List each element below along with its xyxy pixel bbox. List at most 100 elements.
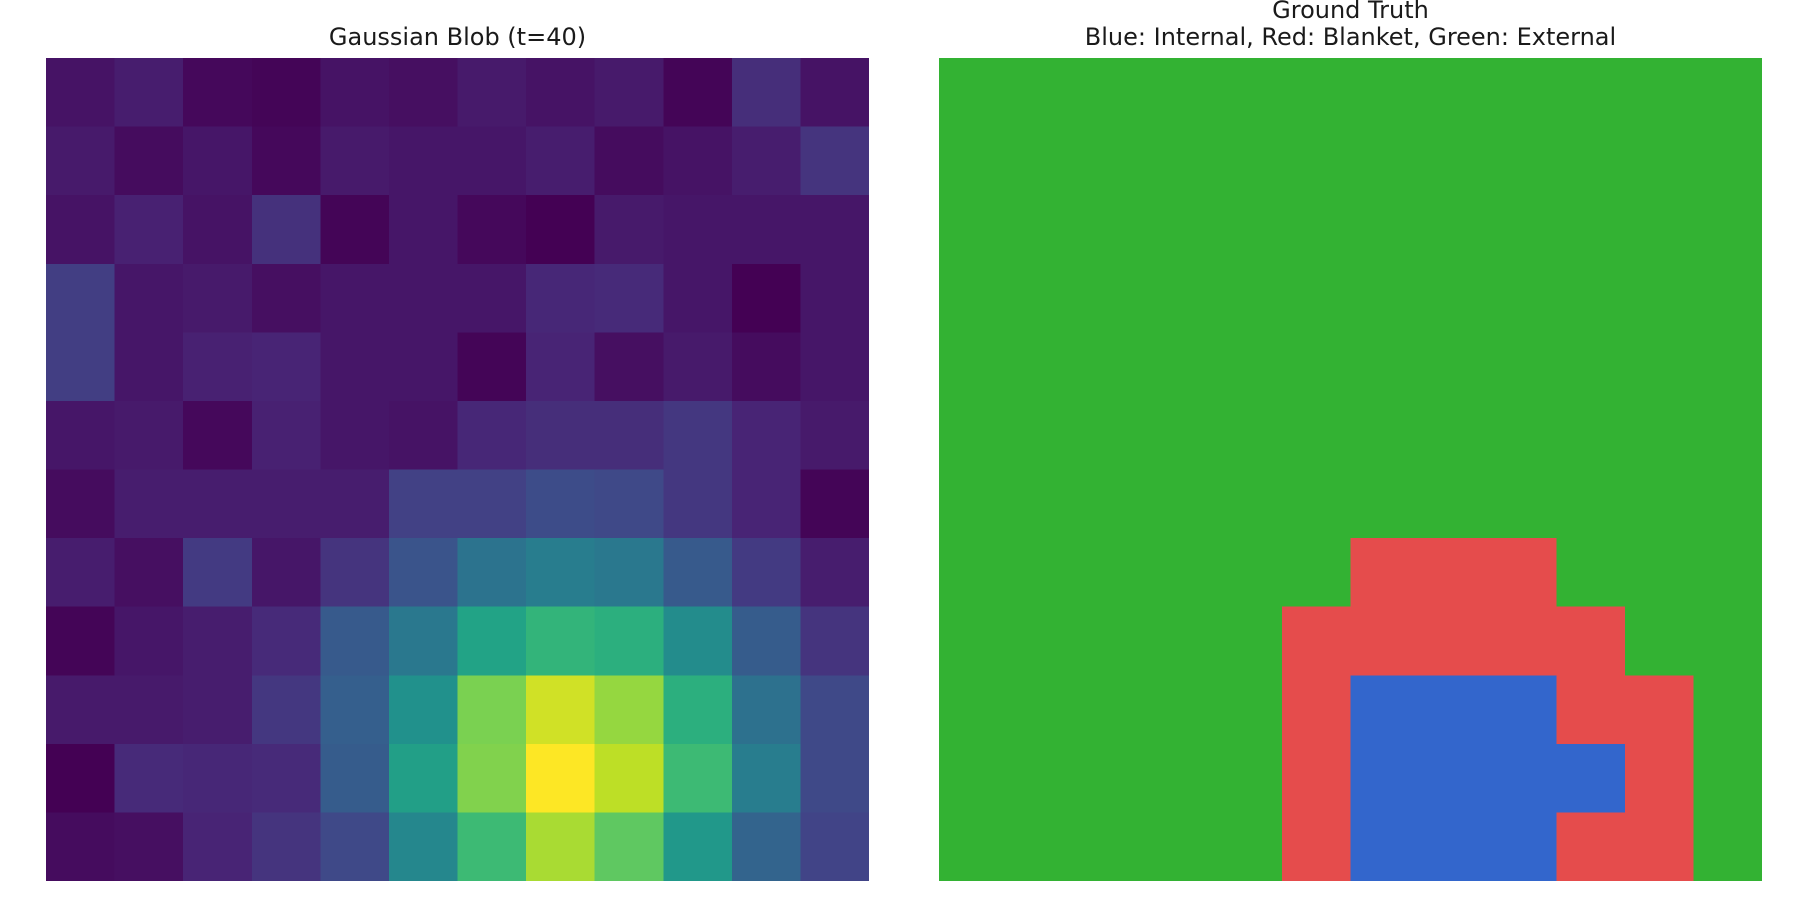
gaussian-blob-cell-r11-c10 <box>731 812 802 881</box>
ground-truth-cell-r8-c1 <box>1007 606 1077 676</box>
ground-truth-cell-r0-c8 <box>1487 58 1557 128</box>
gaussian-blob-cell-r1-c0 <box>46 126 116 196</box>
ground-truth-cell-r0-c9 <box>1556 58 1626 128</box>
gaussian-blob-cell-r2-c7 <box>526 195 596 265</box>
gaussian-blob-cell-r0-c0 <box>46 58 116 128</box>
ground-truth-cell-r11-c6 <box>1350 812 1420 881</box>
gaussian-blob-cell-r10-c6 <box>457 743 527 814</box>
ground-truth-cell-r3-c8 <box>1487 263 1557 333</box>
ground-truth-cell-r6-c0 <box>939 469 1009 539</box>
gaussian-blob-cell-r4-c6 <box>457 332 527 402</box>
gaussian-blob-cell-r11-c4 <box>320 812 390 881</box>
ground-truth-cell-r2-c2 <box>1076 195 1146 265</box>
gaussian-blob-cell-r4-c5 <box>388 332 459 402</box>
ground-truth-cell-r11-c9 <box>1556 812 1626 881</box>
gaussian-blob-cell-r0-c7 <box>526 58 596 128</box>
gaussian-blob-cell-r3-c8 <box>594 263 664 333</box>
gaussian-blob-cell-r5-c1 <box>114 400 184 471</box>
ground-truth-cell-r0-c4 <box>1213 58 1283 128</box>
gaussian-blob-cell-r9-c3 <box>251 675 321 745</box>
ground-truth-cell-r6-c9 <box>1556 469 1626 539</box>
ground-truth-cell-r4-c3 <box>1144 332 1214 402</box>
gaussian-blob-cell-r9-c5 <box>388 675 459 745</box>
ground-truth-cell-r2-c5 <box>1281 195 1352 265</box>
ground-truth-cell-r11-c4 <box>1213 812 1283 881</box>
gaussian-blob-cell-r6-c1 <box>114 469 184 539</box>
ground-truth-cell-r9-c9 <box>1556 675 1626 745</box>
ground-truth-cell-r4-c2 <box>1076 332 1146 402</box>
gaussian-blob-cell-r2-c0 <box>46 195 116 265</box>
ground-truth-cell-r6-c3 <box>1144 469 1214 539</box>
ground-truth-cell-r1-c2 <box>1076 126 1146 196</box>
gaussian-blob-cell-r1-c5 <box>388 126 459 196</box>
ground-truth-cell-r3-c3 <box>1144 263 1214 333</box>
ground-truth-cell-r1-c3 <box>1144 126 1214 196</box>
gaussian-blob-cell-r9-c2 <box>183 675 253 745</box>
ground-truth-cell-r4-c0 <box>939 332 1009 402</box>
gaussian-blob-cell-r10-c9 <box>663 743 733 814</box>
ground-truth-cell-r1-c8 <box>1487 126 1557 196</box>
gaussian-blob-cell-r2-c5 <box>388 195 459 265</box>
gaussian-blob-cell-r4-c9 <box>663 332 733 402</box>
ground-truth-cell-r8-c11 <box>1693 606 1762 676</box>
gaussian-blob-cell-r9-c6 <box>457 675 527 745</box>
ground-truth-cell-r11-c8 <box>1487 812 1557 881</box>
ground-truth-cell-r1-c7 <box>1419 126 1489 196</box>
gaussian-blob-cell-r8-c11 <box>800 606 869 676</box>
gaussian-blob-cell-r8-c8 <box>594 606 664 676</box>
gaussian-blob-cell-r3-c4 <box>320 263 390 333</box>
gaussian-blob-cell-r5-c9 <box>663 400 733 471</box>
ground-truth-cell-r4-c9 <box>1556 332 1626 402</box>
gaussian-blob-cell-r4-c3 <box>251 332 321 402</box>
ground-truth-cell-r9-c10 <box>1624 675 1695 745</box>
ground-truth-cell-r3-c9 <box>1556 263 1626 333</box>
ground-truth-cell-r10-c10 <box>1624 743 1695 814</box>
ground-truth-cell-r0-c3 <box>1144 58 1214 128</box>
gaussian-blob-cell-r6-c6 <box>457 469 527 539</box>
ground-truth-cell-r10-c4 <box>1213 743 1283 814</box>
ground-truth-cell-r10-c11 <box>1693 743 1762 814</box>
ground-truth-cell-r0-c11 <box>1693 58 1762 128</box>
ground-truth-cell-r2-c11 <box>1693 195 1762 265</box>
gaussian-blob-cell-r10-c0 <box>46 743 116 814</box>
ground-truth-cell-r11-c1 <box>1007 812 1077 881</box>
ground-truth-cell-r9-c0 <box>939 675 1009 745</box>
gaussian-blob-cell-r8-c0 <box>46 606 116 676</box>
ground-truth-cell-r4-c8 <box>1487 332 1557 402</box>
ground-truth-cell-r8-c4 <box>1213 606 1283 676</box>
gaussian-blob-cell-r5-c3 <box>251 400 321 471</box>
gaussian-blob-cell-r2-c8 <box>594 195 664 265</box>
gaussian-blob-cell-r6-c10 <box>731 469 802 539</box>
gaussian-blob-cell-r7-c1 <box>114 538 184 608</box>
gaussian-blob-cell-r9-c10 <box>731 675 802 745</box>
gaussian-blob-cell-r1-c7 <box>526 126 596 196</box>
gaussian-blob-cell-r9-c8 <box>594 675 664 745</box>
gaussian-blob-cell-r3-c10 <box>731 263 802 333</box>
gaussian-blob-cell-r7-c4 <box>320 538 390 608</box>
ground-truth-cell-r10-c3 <box>1144 743 1214 814</box>
gaussian-blob-cell-r1-c9 <box>663 126 733 196</box>
ground-truth-cell-r0-c0 <box>939 58 1009 128</box>
ground-truth-title-line-1: Ground Truth <box>1272 0 1429 24</box>
ground-truth-cell-r6-c2 <box>1076 469 1146 539</box>
ground-truth-cell-r4-c7 <box>1419 332 1489 402</box>
ground-truth-cell-r9-c1 <box>1007 675 1077 745</box>
gaussian-blob-cell-r3-c2 <box>183 263 253 333</box>
gaussian-blob-cell-r1-c8 <box>594 126 664 196</box>
gaussian-blob-cell-r6-c9 <box>663 469 733 539</box>
ground-truth-cell-r3-c1 <box>1007 263 1077 333</box>
gaussian-blob-cell-r7-c3 <box>251 538 321 608</box>
ground-truth-cell-r7-c0 <box>939 538 1009 608</box>
gaussian-blob-cell-r3-c7 <box>526 263 596 333</box>
gaussian-blob-cell-r1-c1 <box>114 126 184 196</box>
gaussian-blob-cell-r6-c8 <box>594 469 664 539</box>
gaussian-blob-cell-r9-c9 <box>663 675 733 745</box>
gaussian-blob-cell-r7-c6 <box>457 538 527 608</box>
gaussian-blob-cell-r10-c10 <box>731 743 802 814</box>
ground-truth-cell-r9-c8 <box>1487 675 1557 745</box>
ground-truth-cell-r10-c1 <box>1007 743 1077 814</box>
ground-truth-cell-r7-c4 <box>1213 538 1283 608</box>
gaussian-blob-panel: Gaussian Blob (t=40) <box>46 0 869 900</box>
ground-truth-cell-r1-c1 <box>1007 126 1077 196</box>
ground-truth-cell-r7-c6 <box>1350 538 1420 608</box>
